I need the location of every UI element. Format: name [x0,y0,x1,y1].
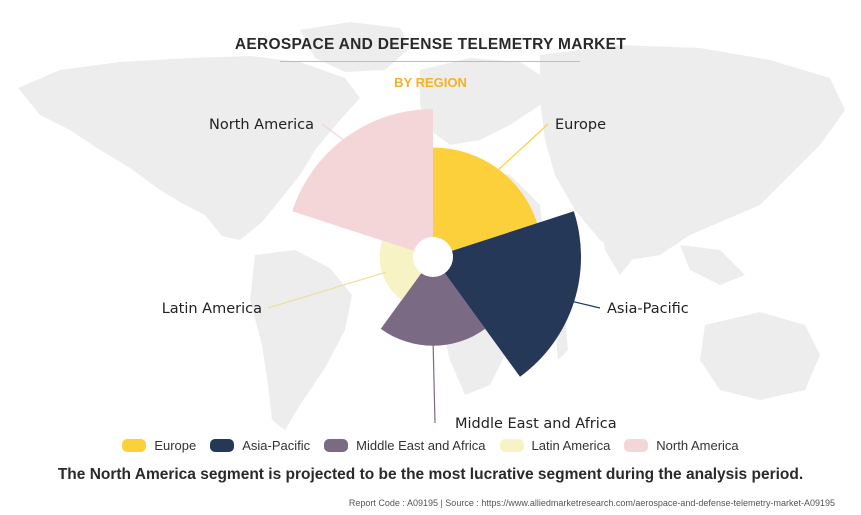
legend-label-asia-pacific: Asia-Pacific [242,438,311,453]
legend-swatch-europe [122,439,147,452]
callout-label-latin-america: Latin America [162,301,262,317]
chart-center-hole [413,237,453,277]
callout-label-middle-east-and-africa: Middle East and Africa [455,416,617,432]
legend-swatch-latin-america [499,439,524,452]
map-australia [700,312,820,400]
report-footer: Report Code : A09195 | Source : https://… [348,498,835,508]
title-divider [280,61,580,62]
callout-label-asia-pacific: Asia-Pacific [607,301,689,317]
map-india [600,215,640,275]
map-south-america [250,250,352,430]
chart-title: AEROSPACE AND DEFENSE TELEMETRY MARKET [234,36,627,53]
sector-middle-east-and-africa[interactable] [380,257,486,346]
sector-asia-pacific[interactable] [433,211,582,377]
legend-label-europe: Europe [154,438,197,453]
legend-item-latin-america[interactable]: Latin America [499,438,611,453]
sector-north-america[interactable] [292,108,433,257]
sector-europe[interactable] [433,147,538,258]
leader-line-asia-pacific [562,298,601,309]
legend-item-middle-east-and-africa[interactable]: Middle East and Africa [324,438,486,453]
legend-swatch-middle-east-and-africa [324,439,349,452]
legend-label-middle-east-and-africa: Middle East and Africa [356,438,486,453]
legend-swatch-asia-pacific [210,439,235,452]
chart-legend: Europe Asia-Pacific Middle East and Afri… [0,438,861,453]
leader-line-latin-america [267,271,387,309]
legend-item-asia-pacific[interactable]: Asia-Pacific [210,438,310,453]
leader-line-north-america [321,123,354,148]
legend-item-europe[interactable]: Europe [122,438,196,453]
callout-label-europe: Europe [555,117,606,133]
conclusion-text: The North America segment is projected t… [57,466,804,483]
legend-label-latin-america: Latin America [531,438,611,453]
leader-line-europe [491,123,549,176]
map-asia [540,45,845,260]
legend-swatch-north-america [624,439,649,452]
legend-label-north-america: North America [656,438,739,453]
map-greenland [300,22,410,72]
legend-item-north-america[interactable]: North America [624,438,739,453]
chart-subtitle: BY REGION [394,75,467,90]
map-north-america [18,56,360,240]
callout-label-north-america: North America [209,117,314,133]
leader-line-middle-east-and-africa [432,338,436,424]
map-southeast-asia [680,245,745,285]
map-europe [420,58,545,145]
